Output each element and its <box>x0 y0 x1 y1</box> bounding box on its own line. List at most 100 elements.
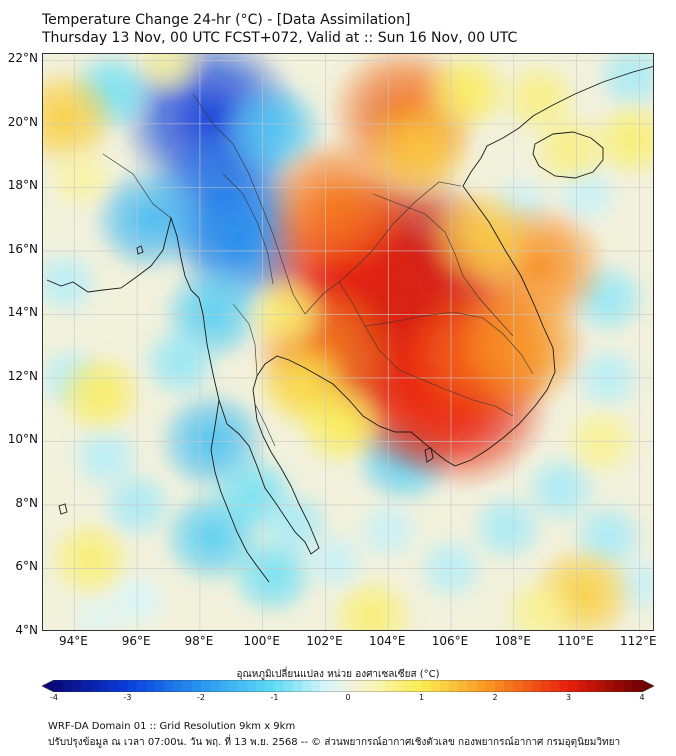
anomaly-cell <box>69 590 130 630</box>
colorbar-bin <box>136 680 147 692</box>
island-small-1 <box>136 245 144 255</box>
lat-tick-label: 4°N <box>15 623 38 637</box>
lon-tick-label: 98°E <box>184 634 214 648</box>
colorbar-tick-label: 4 <box>639 693 645 702</box>
anomaly-cell <box>300 529 370 596</box>
colorbar-bin <box>458 680 468 692</box>
anomaly-cell <box>53 350 146 438</box>
anomaly-cell <box>46 517 134 601</box>
colorbar-bin <box>54 680 64 692</box>
colorbar-tick-label: 3 <box>565 693 572 702</box>
colorbar-bin <box>449 680 459 692</box>
colorbar-bin <box>256 680 266 692</box>
anomaly-cell <box>420 54 513 136</box>
anomaly-cell <box>499 575 579 630</box>
island-phu-quoc <box>424 447 434 463</box>
lon-tick-label: 94°E <box>58 634 88 648</box>
colorbar-tick-label: -2 <box>197 693 205 702</box>
anomaly-cell <box>589 98 653 182</box>
colorbar-bin <box>118 680 128 692</box>
lat-tick-label: 18°N <box>7 178 38 193</box>
anomaly-field <box>43 54 653 630</box>
anomaly-cell <box>43 247 102 318</box>
colorbar-bin <box>329 680 340 692</box>
colorbar-bin <box>292 680 303 692</box>
colorbar-bin <box>384 680 395 692</box>
colorbar-bin <box>476 680 487 692</box>
anomaly-cell <box>131 54 206 99</box>
anomaly-cell <box>43 142 118 214</box>
colorbar-bin <box>201 680 211 692</box>
colorbar-bin <box>504 680 514 692</box>
island-hainan <box>532 131 604 179</box>
colorbar-bin <box>522 680 533 692</box>
map-title: Temperature Change 24-hr (°C) - [Data As… <box>42 12 411 28</box>
colorbar-bin <box>366 680 376 692</box>
lat-tick-label: 8°N <box>15 495 38 510</box>
colorbar-min-arrow <box>42 680 54 692</box>
colorbar-bin <box>375 680 386 692</box>
colorbar-bin <box>623 680 634 692</box>
map-panel <box>42 53 654 631</box>
colorbar-bin <box>81 680 92 692</box>
colorbar-bin <box>246 680 257 692</box>
map-subtitle: Thursday 13 Nov, 00 UTC FCST+072, Valid … <box>42 30 518 46</box>
lon-tick-label: 104°E <box>368 634 406 648</box>
anomaly-cell <box>68 422 143 493</box>
colorbar-bin <box>210 680 220 692</box>
colorbar-title: อุณหภูมิเปลี่ยนแปลง หน่วย องศาเซลเซียส (… <box>236 669 440 680</box>
admin-borders <box>102 93 534 447</box>
colorbar-bin <box>485 680 496 692</box>
colorbar-bin <box>173 680 183 692</box>
lat-tick-label: 20°N <box>7 114 38 129</box>
colorbar-bin <box>393 680 404 692</box>
lat-tick-label: 6°N <box>15 559 38 574</box>
anomaly-cell <box>468 489 547 565</box>
colorbar-bin <box>99 680 110 692</box>
anomaly-cell <box>593 54 653 114</box>
colorbar-tick-label: -1 <box>270 693 279 702</box>
colorbar-bin <box>632 680 643 692</box>
colorbar-bin <box>320 680 330 692</box>
colorbar-bin <box>338 680 349 692</box>
lon-tick-label: 108°E <box>494 634 532 648</box>
anomaly-cell <box>425 184 540 293</box>
colorbar-bin <box>302 680 312 692</box>
graticule <box>43 54 653 630</box>
colorbar-tick-label: -4 <box>50 693 58 702</box>
anomaly-cell <box>293 376 390 468</box>
colorbar-bin <box>265 680 275 692</box>
colorbar-bin <box>90 680 101 692</box>
colorbar-bin <box>357 680 367 692</box>
colorbar-bin <box>191 680 202 692</box>
lon-tick-label: 102°E <box>306 634 343 648</box>
colorbar-bin <box>274 680 284 692</box>
lon-tick-label: 100°E <box>243 634 280 648</box>
anomaly-cell <box>43 65 120 170</box>
lat-tick-label: 14°N <box>7 305 38 320</box>
colorbar-bin <box>63 680 73 692</box>
colorbar-bin <box>155 680 165 692</box>
colorbar-bin <box>72 680 82 692</box>
lat-tick-label: 22°N <box>7 51 38 66</box>
anomaly-cell <box>328 574 417 630</box>
colorbar-bin <box>237 680 248 692</box>
colorbar-tick-label: 2 <box>492 693 498 702</box>
colorbar-bin <box>531 680 542 692</box>
colorbar-bin <box>219 680 229 692</box>
lat-tick-label: 10°N <box>7 432 38 447</box>
colorbar-bin <box>495 680 505 692</box>
colorbar-bin <box>311 680 321 692</box>
colorbar-bin <box>513 680 523 692</box>
coast-south-peninsula <box>210 399 270 583</box>
colorbar-bin <box>559 680 569 692</box>
colorbar-bin <box>182 680 193 692</box>
lon-tick-label: 110°E <box>557 634 594 648</box>
colorbar-bin <box>403 680 413 692</box>
island-small-2 <box>58 503 68 515</box>
colorbar-bin <box>109 680 119 692</box>
colorbar <box>42 680 654 692</box>
footer-model-info: WRF-DA Domain 01 :: Grid Resolution 9km … <box>48 721 296 732</box>
coastlines <box>46 66 653 583</box>
colorbar-bin <box>614 680 624 692</box>
